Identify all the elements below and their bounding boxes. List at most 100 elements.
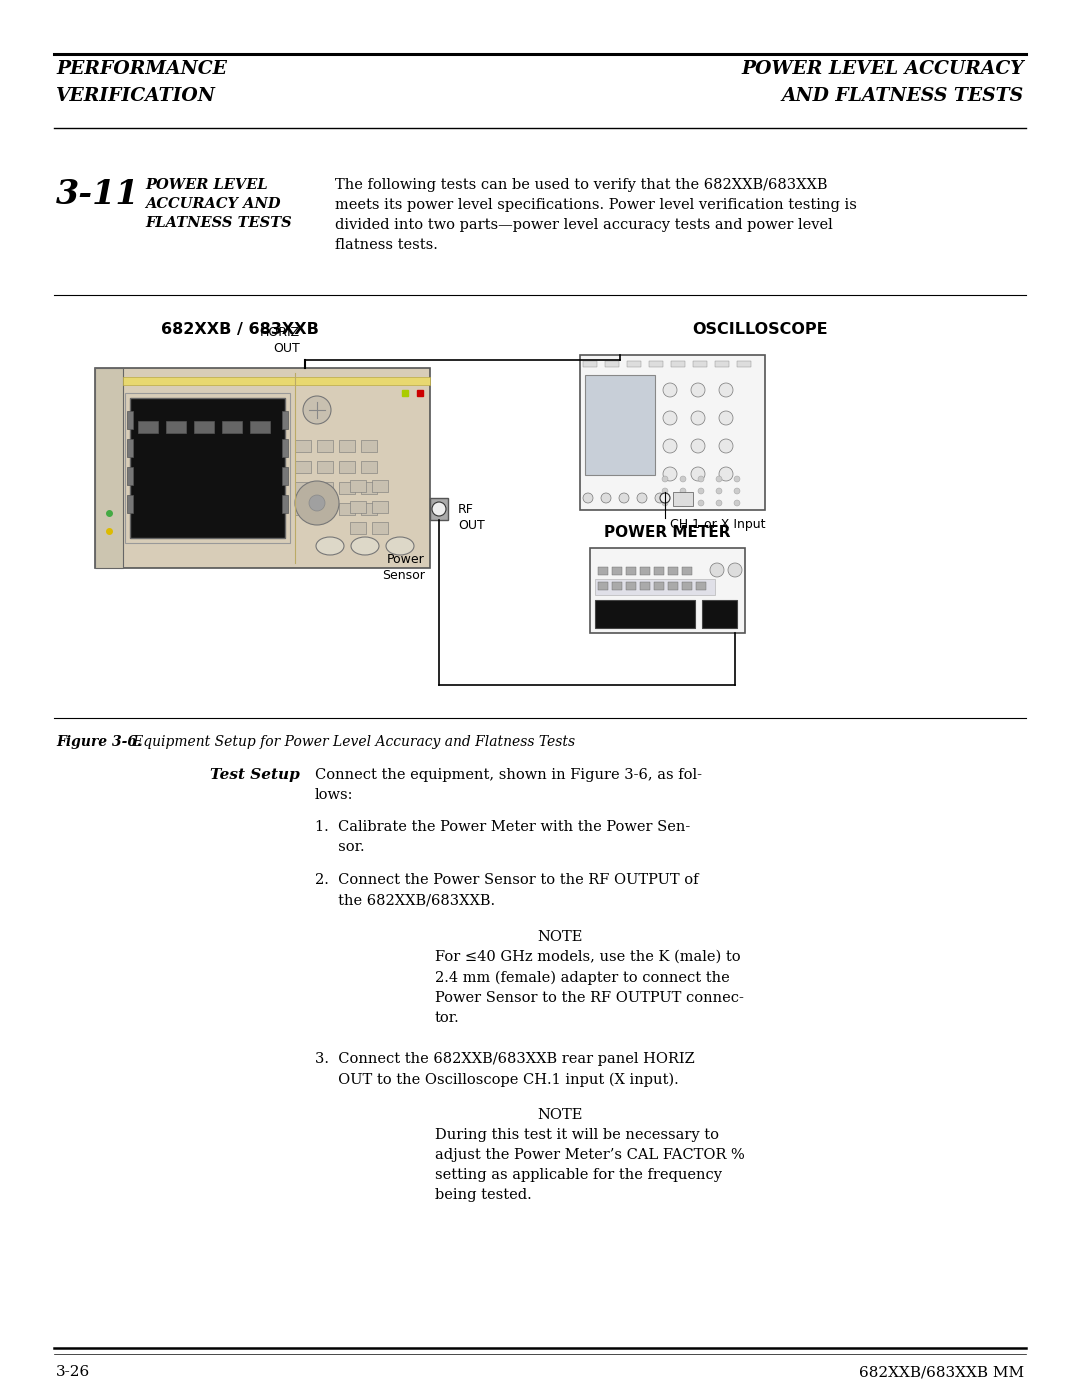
Bar [361,503,377,515]
Bar [681,583,692,590]
Bar [681,567,692,576]
Bar [339,440,355,453]
Bar [693,360,707,367]
Bar [361,440,377,453]
Circle shape [719,383,733,397]
Text: FLATNESS TESTS: FLATNESS TESTS [145,217,292,231]
Bar [127,439,133,457]
Circle shape [663,383,677,397]
Bar [737,360,751,367]
Bar [123,377,430,386]
Circle shape [637,493,647,503]
Circle shape [734,476,740,482]
Bar [295,503,311,515]
Bar [598,583,608,590]
Bar [598,567,608,576]
Circle shape [303,395,330,425]
Bar [590,548,745,633]
Circle shape [719,411,733,425]
Ellipse shape [386,536,414,555]
Bar [372,481,388,492]
Bar [282,439,288,457]
Bar [626,583,636,590]
Bar [339,503,355,515]
Text: Connect the equipment, shown in Figure 3-6, as fol-
lows:: Connect the equipment, shown in Figure 3… [315,768,702,802]
Text: 1.  Calibrate the Power Meter with the Power Sen-
     sor.: 1. Calibrate the Power Meter with the Po… [315,820,690,854]
Text: 3.  Connect the 682XXB/683XXB rear panel HORIZ
     OUT to the Oscilloscope CH.1: 3. Connect the 682XXB/683XXB rear panel … [315,1052,694,1087]
Circle shape [734,488,740,495]
Text: ACCURACY AND: ACCURACY AND [145,197,281,211]
Circle shape [309,495,325,511]
Bar [627,360,642,367]
Text: CH 1 or X Input: CH 1 or X Input [670,518,766,531]
Circle shape [716,500,723,506]
Bar [127,411,133,429]
Bar [673,492,693,506]
Bar [669,583,678,590]
Circle shape [710,563,724,577]
Ellipse shape [351,536,379,555]
Text: Figure 3-6.: Figure 3-6. [56,735,141,749]
Text: 682XXB/683XXB MM: 682XXB/683XXB MM [859,1365,1024,1379]
Circle shape [663,411,677,425]
Circle shape [600,493,611,503]
Bar [166,420,186,433]
Bar [222,420,242,433]
Text: VERIFICATION: VERIFICATION [56,87,216,105]
Text: NOTE: NOTE [538,1108,583,1122]
Circle shape [691,383,705,397]
Text: The following tests can be used to verify that the 682XXB/683XXB
meets its power: The following tests can be used to verif… [335,177,856,251]
Circle shape [698,500,704,506]
Bar [138,420,158,433]
Text: Equipment Setup for Power Level Accuracy and Flatness Tests: Equipment Setup for Power Level Accuracy… [120,735,576,749]
Circle shape [663,467,677,481]
Bar [654,583,664,590]
Bar [585,374,654,475]
Text: POWER LEVEL ACCURACY: POWER LEVEL ACCURACY [741,60,1024,78]
Bar [318,503,333,515]
Text: 682XXB / 683XXB: 682XXB / 683XXB [161,321,319,337]
Bar [318,482,333,495]
Bar [626,567,636,576]
Bar [671,360,685,367]
Circle shape [691,439,705,453]
Circle shape [662,488,669,495]
Bar [194,420,214,433]
Bar [361,461,377,474]
Circle shape [734,500,740,506]
Bar [295,461,311,474]
Bar [127,495,133,513]
Circle shape [662,500,669,506]
Circle shape [660,493,670,503]
Circle shape [663,439,677,453]
Circle shape [716,476,723,482]
Bar [640,567,650,576]
Bar [605,360,619,367]
Circle shape [698,476,704,482]
Text: HORIZ
OUT: HORIZ OUT [260,326,300,355]
Circle shape [583,493,593,503]
Bar [361,482,377,495]
Bar [130,398,285,538]
Circle shape [691,467,705,481]
Bar [649,360,663,367]
Bar [350,502,366,513]
Bar [282,495,288,513]
Text: AND FLATNESS TESTS: AND FLATNESS TESTS [782,87,1024,105]
Bar [295,440,311,453]
Circle shape [654,493,665,503]
Bar [580,355,765,510]
Bar [372,522,388,534]
Bar [95,367,123,569]
Bar [282,411,288,429]
Circle shape [719,439,733,453]
Text: PERFORMANCE: PERFORMANCE [56,60,227,78]
Bar [318,440,333,453]
Bar [350,481,366,492]
Text: NOTE: NOTE [538,930,583,944]
Bar [350,522,366,534]
Text: For ≤40 GHz models, use the K (male) to
2.4 mm (female) adapter to connect the
P: For ≤40 GHz models, use the K (male) to … [435,950,744,1025]
Text: RF
OUT: RF OUT [458,503,485,532]
Bar [612,567,622,576]
Bar [715,360,729,367]
